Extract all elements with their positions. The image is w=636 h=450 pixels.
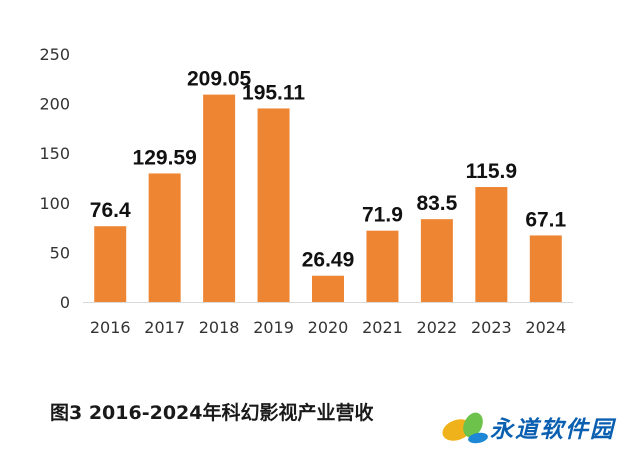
leaf-logo-icon xyxy=(442,412,488,444)
bar-2021 xyxy=(366,230,399,302)
bar-series xyxy=(94,94,562,302)
y-tick-label: 150 xyxy=(39,144,70,163)
value-label-2023: 115.9 xyxy=(466,160,517,183)
x-tick-label: 2018 xyxy=(199,318,240,337)
bar-2016 xyxy=(94,226,127,302)
x-tick-label: 2017 xyxy=(144,318,185,337)
value-label-2017: 129.59 xyxy=(133,146,197,169)
value-label-2016: 76.4 xyxy=(90,199,131,222)
y-tick-label: 200 xyxy=(39,95,70,114)
x-tick-label: 2022 xyxy=(417,318,458,337)
x-tick-label: 2020 xyxy=(308,318,349,337)
value-label-2021: 71.9 xyxy=(362,204,403,227)
y-tick-label: 100 xyxy=(39,194,70,213)
y-tick-label: 50 xyxy=(50,243,70,262)
figure-caption: 图3 2016-2024年科幻影视产业营收 xyxy=(50,402,374,424)
bar-2017 xyxy=(148,173,181,302)
brand-logo: 永道软件园 xyxy=(440,406,630,446)
value-label-2019: 195.11 xyxy=(242,81,305,104)
x-tick-label: 2021 xyxy=(362,318,403,337)
value-label-2022: 83.5 xyxy=(416,192,457,215)
value-label-2024: 67.1 xyxy=(525,208,566,231)
bar-2022 xyxy=(420,219,453,302)
bar-2024 xyxy=(529,235,562,302)
bar-2018 xyxy=(203,94,236,302)
brand-name: 永道软件园 xyxy=(490,416,615,443)
y-tick-label: 250 xyxy=(39,45,70,64)
bar-2023 xyxy=(475,187,508,302)
y-tick-label: 0 xyxy=(60,293,70,312)
x-tick-label: 2016 xyxy=(90,318,131,337)
x-tick-label: 2024 xyxy=(525,318,566,337)
y-axis: 0 50 100 150 200 250 xyxy=(39,45,70,312)
x-tick-label: 2019 xyxy=(253,318,294,337)
x-axis: 2016 2017 2018 2019 2020 2021 2022 2023 2024 xyxy=(83,302,573,337)
x-tick-label: 2023 xyxy=(471,318,512,337)
value-label-2020: 26.49 xyxy=(302,249,355,272)
bar-2020 xyxy=(312,275,344,302)
bar-2019 xyxy=(257,108,290,302)
value-label-2018: 209.05 xyxy=(187,68,252,91)
